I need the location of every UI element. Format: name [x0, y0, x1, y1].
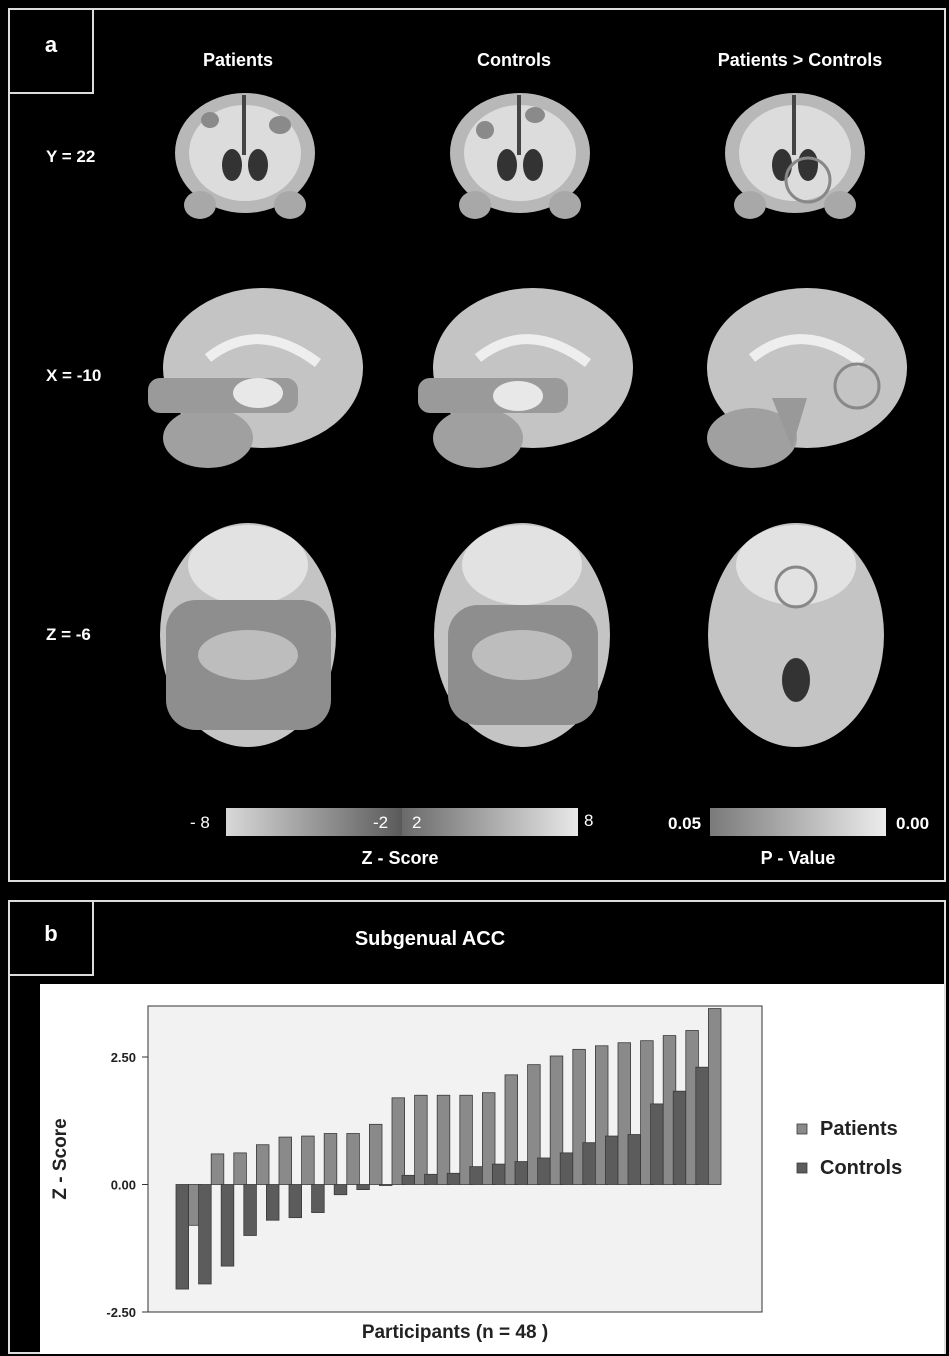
brain-coronal-difference [725, 93, 865, 219]
bar-patients [278, 1136, 293, 1185]
bar-patients [481, 1092, 496, 1185]
bar-controls [378, 1184, 393, 1186]
bar-controls [491, 1163, 506, 1185]
bar-controls [559, 1152, 574, 1185]
bar-patients [346, 1133, 360, 1185]
brain-coronal-patients [175, 93, 315, 219]
bar-patients [527, 1064, 541, 1185]
bar-controls [469, 1166, 483, 1185]
bar-controls [627, 1134, 642, 1185]
pscale-left-label: 0.05 [668, 814, 702, 833]
bar-controls [198, 1184, 212, 1285]
bar-controls [514, 1161, 529, 1185]
legend-label-patients: Patients [820, 1118, 898, 1140]
column-title-controls: Controls [477, 50, 551, 70]
column-title-patients: Patients [202, 50, 274, 70]
brain-sagittal-controls [418, 288, 633, 468]
bar-controls [446, 1172, 461, 1185]
brain-sagittal-patients [148, 288, 363, 468]
bar-patients [301, 1135, 315, 1185]
bar-controls [537, 1157, 551, 1185]
bar-patients [572, 1048, 586, 1185]
bar-patients [617, 1042, 632, 1185]
bar-patients [459, 1094, 473, 1185]
bar-patients [549, 1055, 564, 1185]
y-axis-label: Z - Score [50, 1118, 71, 1199]
brain-axial-patients [160, 523, 336, 747]
row-label-y22: Y = 22 [46, 147, 96, 166]
bar-controls [695, 1066, 709, 1185]
y-tick-label: 2.50 [111, 1050, 136, 1065]
chart-title: Subgenual ACC [354, 928, 506, 950]
bar-controls [243, 1184, 257, 1236]
bar-patients [323, 1133, 338, 1185]
zscale-neg-label: -2 [373, 813, 389, 832]
brain-sagittal-difference [707, 288, 907, 468]
bar-controls [401, 1174, 416, 1185]
brain-coronal-controls [450, 93, 590, 219]
bar-patients [595, 1045, 609, 1185]
y-tick-label: -2.50 [106, 1305, 136, 1320]
brain-axial-controls [434, 523, 610, 747]
panel-b: b Subgenual ACC 2.50 0.00 -2.50 Participant… [8, 900, 946, 1354]
legend-swatch-controls [796, 1162, 808, 1174]
bar-patients [368, 1123, 383, 1185]
zscale-pos-label: 2 [412, 813, 422, 832]
zscale-positive-bar [402, 808, 578, 836]
bar-controls [220, 1184, 235, 1267]
bar-patients [414, 1094, 428, 1185]
bar-patients [436, 1094, 451, 1185]
panel-letter-a: a [10, 10, 94, 94]
zscale-max-label: 8 [584, 811, 594, 830]
pscale-right-label: 0.00 [896, 814, 930, 833]
legend-swatch-patients [796, 1123, 808, 1135]
bar-controls [333, 1184, 348, 1196]
x-axis-label: Participants (n = 48 ) [362, 1322, 548, 1343]
brain-axial-difference [708, 523, 884, 747]
pscale-title: P - Value [760, 848, 836, 868]
bar-controls [288, 1184, 303, 1219]
bar-controls [175, 1184, 190, 1290]
chart-area: 2.50 0.00 -2.50 Participants (n = 48 ) Z - S… [40, 984, 944, 1354]
bar-controls [605, 1135, 619, 1185]
row-label-z-6: Z = -6 [46, 625, 91, 644]
y-tick-label: 0.00 [111, 1178, 136, 1193]
bar-controls [672, 1090, 687, 1185]
bar-patients [504, 1074, 519, 1185]
zscale-title: Z - Score [361, 848, 439, 868]
bar-controls [311, 1184, 325, 1213]
panel-letter-b: b [10, 902, 94, 976]
panel-a: a Patients Controls Patients > Controls … [8, 8, 946, 882]
bar-patients [210, 1153, 225, 1185]
bar-patients [708, 1008, 722, 1185]
bar-controls [356, 1184, 370, 1190]
bar-patients [391, 1097, 406, 1185]
bar-patients [233, 1152, 247, 1185]
row-label-x-10: X = -10 [46, 366, 102, 385]
bar-controls [582, 1142, 596, 1185]
legend-label-controls: Controls [820, 1157, 902, 1179]
zscale-negative-bar [226, 808, 402, 836]
bar-controls [424, 1173, 438, 1185]
zscale-min-label: - 8 [190, 813, 210, 832]
bar-patients [255, 1144, 270, 1185]
bar-chart: 2.50 0.00 -2.50 Participants (n = 48 ) Z - S… [50, 1005, 902, 1343]
column-title-patients-gt-controls: Patients > Controls [717, 50, 883, 70]
bar-controls [265, 1184, 280, 1221]
bar-controls [650, 1103, 664, 1185]
pscale-bar [710, 808, 886, 836]
